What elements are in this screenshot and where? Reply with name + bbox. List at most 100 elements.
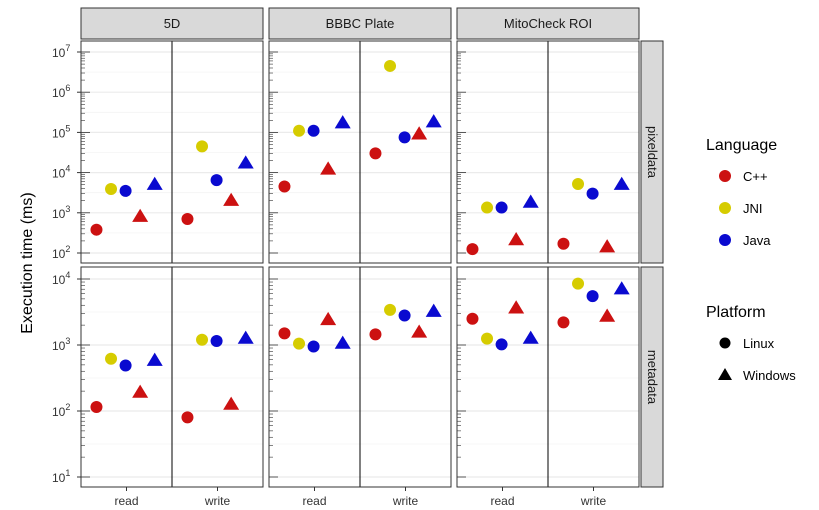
data-point-circle [293,337,306,350]
data-point-triangle [146,176,163,190]
data-point-circle [495,338,508,351]
y-tick-label: 104 [52,164,70,181]
legend-platform-label: Windows [743,368,796,383]
data-point-circle [481,201,494,214]
column-strip-label: BBBC Plate [326,16,395,31]
data-point-triangle [237,330,254,344]
legend-platform-swatch [718,368,732,380]
data-points [90,59,630,424]
data-point-triangle [146,352,163,366]
x-tick-label: write [204,494,231,508]
column-strip [268,7,452,40]
panel-border [80,40,264,264]
panel-border [268,266,452,488]
data-point-circle [572,277,585,290]
data-point-triangle [132,384,149,398]
data-point-triangle [522,330,539,344]
legend-language-label: C++ [743,169,768,184]
data-point-circle [307,340,320,353]
data-point-circle [466,312,479,325]
legend-language-swatch [719,234,731,246]
data-point-triangle [508,232,525,246]
data-point-circle [210,174,223,187]
y-axis-title: Execution time (ms) [19,192,36,333]
data-point-circle [90,400,103,413]
data-point-triangle [334,115,351,129]
legend-platform-title: Platform [706,304,766,321]
data-point-circle [119,359,132,372]
data-point-circle [105,183,118,196]
data-point-circle [557,316,570,329]
facet-panels: 5D BBBC Plate MitoCheck ROI pixeldata metada… [52,7,664,508]
y-tick-label: 103 [52,336,70,353]
legend-language-label: Java [743,233,771,248]
y-tick-label: 102 [52,402,70,419]
data-point-triangle [613,176,630,190]
y-tick-label: 105 [52,123,70,140]
data-point-circle [557,237,570,250]
legend-language-swatch [719,202,731,214]
data-point-circle [384,303,397,316]
data-point-triangle [320,161,337,175]
data-point-circle [384,59,397,72]
data-point-circle [572,178,585,191]
data-point-circle [586,187,599,200]
data-point-triangle [411,126,428,140]
data-point-circle [196,333,209,346]
data-point-triangle [425,303,442,317]
column-strip-label: MitoCheck ROI [504,16,592,31]
data-point-triangle [411,324,428,338]
x-tick-label: write [392,494,419,508]
legend-language-swatch [719,170,731,182]
panel-border [456,40,640,264]
legend-language: Language C++ JNI Java [706,137,777,248]
data-point-triangle [599,308,616,322]
data-point-triangle [508,300,525,314]
data-point-triangle [599,239,616,253]
data-point-circle [181,411,194,424]
y-tick-label: 102 [52,244,70,261]
data-point-triangle [613,281,630,295]
legend-platform-swatch [719,337,731,349]
row-strip [640,266,664,488]
data-point-circle [307,124,320,137]
data-point-circle [278,180,291,193]
data-point-circle [210,334,223,347]
x-tick-label: read [490,494,514,508]
data-point-triangle [320,311,337,326]
row-strip-label: metadata [645,350,660,405]
row-strip-label: pixeldata [645,126,660,179]
y-tick-label: 103 [52,204,70,221]
column-strip-label: 5D [164,16,181,31]
data-point-circle [181,213,194,226]
x-tick-label: write [580,494,607,508]
data-point-circle [119,184,132,197]
data-point-triangle [522,194,539,208]
data-point-circle [495,201,508,214]
legend-platform-label: Linux [743,336,775,351]
data-point-circle [105,352,118,365]
legend-language-label: JNI [743,201,763,216]
data-point-circle [398,131,411,144]
legend-language-title: Language [706,137,777,154]
data-point-circle [586,290,599,303]
data-point-circle [196,140,209,153]
data-point-circle [481,332,494,345]
column-strip [456,7,640,40]
data-point-triangle [425,114,442,128]
panel-border [456,266,640,488]
x-tick-label: read [114,494,138,508]
data-point-triangle [237,155,254,169]
row-strip [640,40,664,264]
y-tick-label: 104 [52,270,70,287]
data-point-triangle [223,192,240,206]
panel-border [268,40,452,264]
data-point-circle [369,328,382,341]
data-point-circle [90,223,103,236]
data-point-circle [466,243,479,256]
data-point-triangle [223,396,240,410]
y-tick-label: 107 [52,43,70,60]
y-tick-label: 101 [52,468,70,485]
y-tick-label: 106 [52,83,70,100]
